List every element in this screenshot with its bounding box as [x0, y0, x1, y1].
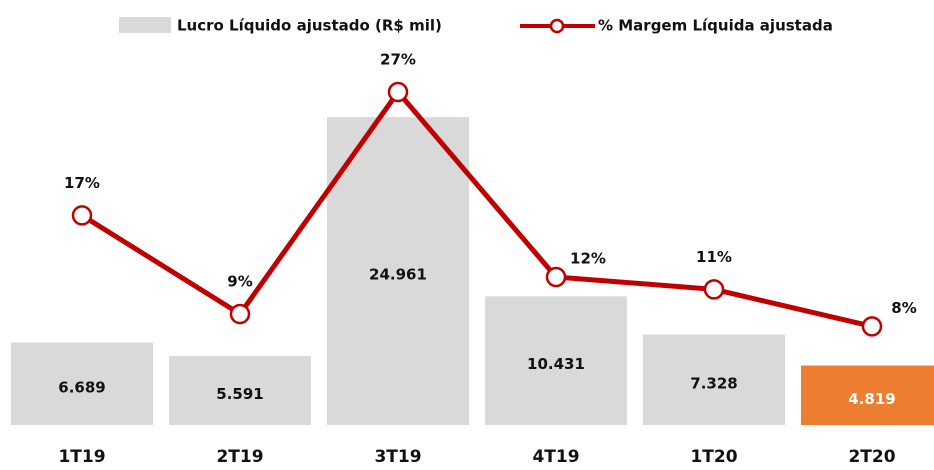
bar-label: 5.591	[216, 385, 263, 403]
line-marker	[861, 316, 883, 337]
x-tick-label: 1T20	[690, 447, 737, 466]
line-marker	[71, 205, 93, 226]
bar-label: 4.819	[848, 390, 895, 408]
x-tick-label: 2T20	[848, 447, 895, 466]
legend-label: % Margem Líquida ajustada	[598, 17, 833, 35]
bar	[11, 342, 153, 425]
x-tick-label: 3T19	[374, 447, 421, 466]
x-tick-label: 4T19	[532, 447, 579, 466]
bar	[169, 356, 311, 425]
line-label: 11%	[696, 248, 732, 266]
x-tick-label: 2T19	[216, 447, 263, 466]
line-label: 12%	[570, 250, 606, 268]
bar-label: 7.328	[690, 374, 737, 392]
bar-label: 6.689	[58, 378, 105, 396]
line-marker	[387, 81, 409, 103]
line-marker	[703, 279, 725, 300]
legend-swatch-marker	[549, 18, 565, 34]
line-marker	[229, 303, 251, 325]
x-tick-label: 1T19	[58, 447, 105, 466]
bar	[327, 117, 469, 425]
bar-label: 24.961	[369, 266, 427, 284]
legend-swatch	[119, 17, 171, 33]
line-label: 9%	[227, 273, 252, 291]
bar-label: 10.431	[527, 355, 585, 373]
bar	[643, 334, 785, 425]
line	[80, 89, 873, 329]
legend-label: Lucro Líquido ajustado (R$ mil)	[177, 17, 442, 35]
line-marker	[545, 266, 567, 288]
line-label: 17%	[64, 174, 100, 192]
bar	[801, 365, 934, 425]
line-label: 8%	[891, 299, 916, 317]
bar	[485, 296, 627, 425]
line-label: 27%	[380, 51, 416, 69]
